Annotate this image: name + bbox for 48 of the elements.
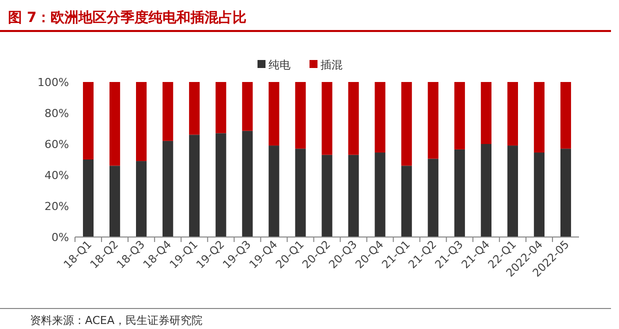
legend-label: 纯电 [268, 58, 290, 72]
bar [560, 82, 572, 149]
bar [295, 82, 306, 149]
bar [534, 82, 545, 153]
bar [82, 160, 94, 237]
bar [322, 154, 332, 237]
bar [454, 149, 465, 237]
bar [560, 148, 572, 237]
bar [268, 146, 280, 237]
bar [534, 152, 545, 237]
bar [242, 82, 253, 131]
bar [136, 161, 147, 237]
bar [348, 82, 359, 155]
bar [136, 82, 147, 162]
bar [428, 158, 438, 237]
bar [189, 134, 200, 237]
bar [162, 140, 174, 237]
bar [82, 82, 94, 160]
bar [242, 130, 253, 237]
bar [216, 133, 226, 237]
bar [401, 166, 412, 237]
bar [374, 152, 386, 237]
bar [480, 144, 492, 237]
y-tick-label: 60% [44, 138, 69, 151]
bar [401, 82, 412, 166]
bar [507, 146, 518, 237]
bar [507, 82, 518, 146]
bar [454, 82, 465, 150]
bar [428, 82, 438, 159]
bar [109, 166, 120, 237]
bar [322, 82, 332, 155]
y-tick-label: 40% [44, 169, 69, 182]
bar [268, 82, 280, 146]
bar [189, 82, 200, 135]
y-tick-label: 20% [44, 200, 69, 213]
chart-title: 图 7：欧洲地区分季度纯电和插混占比 [8, 9, 247, 26]
legend-label: 插混 [320, 58, 342, 72]
bar [162, 82, 174, 141]
bar [480, 82, 492, 144]
y-tick-label: 0% [52, 231, 69, 244]
bar [109, 82, 120, 166]
y-tick-label: 80% [44, 107, 69, 120]
y-tick-label: 100% [38, 76, 69, 89]
bar [374, 82, 386, 153]
bar [216, 82, 226, 134]
bar [348, 154, 359, 237]
bar [295, 148, 306, 237]
text: 资料来源：ACEA，民生证券研究院 [30, 314, 202, 327]
